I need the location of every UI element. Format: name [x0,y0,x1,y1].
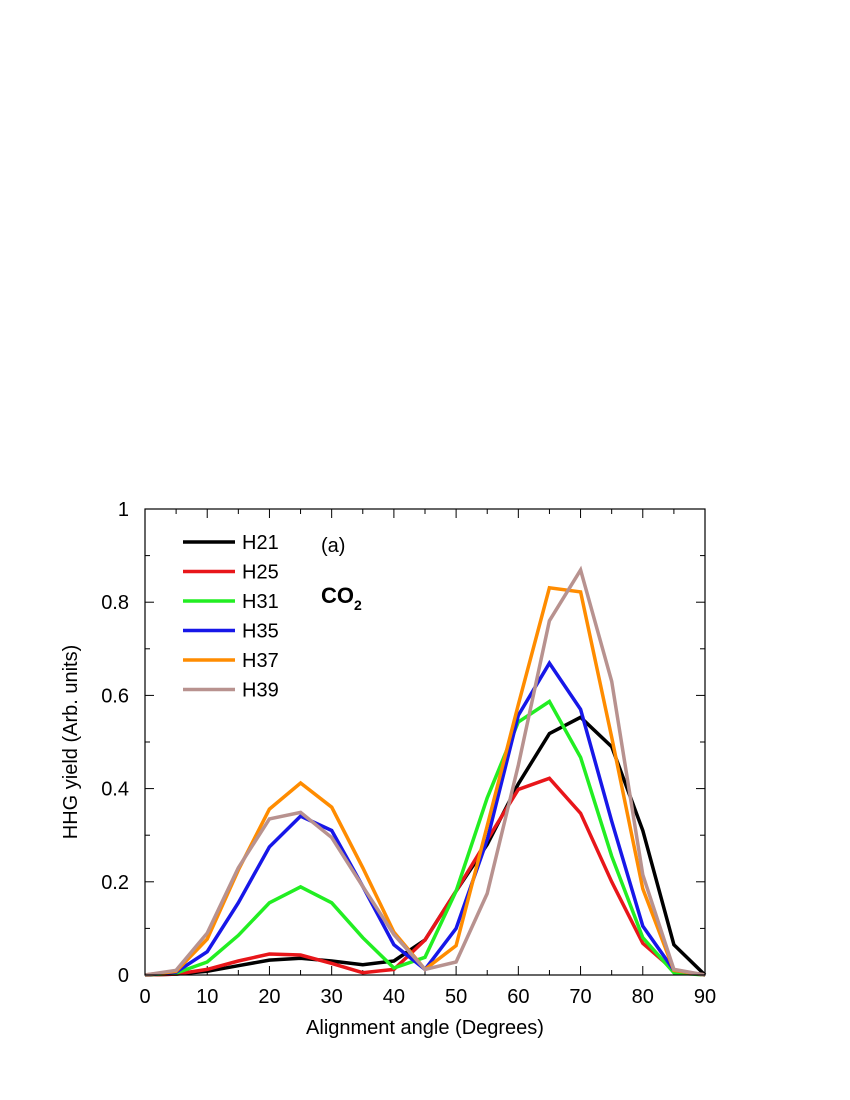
x-tick-label: 60 [507,986,529,1008]
series-line-h25 [144,776,706,977]
legend-item-h37: H37 [183,650,279,672]
x-tick-label: 30 [321,986,343,1008]
legend-label: H25 [242,562,279,584]
series-line-h35 [144,659,706,977]
y-tick-label: 0.8 [101,592,129,614]
x-axis-label: Alignment angle (Degrees) [306,1017,544,1039]
legend-label: H39 [242,680,279,702]
legend-label: H37 [242,650,279,672]
legend: H21 H25 H31 H35 H37 H39 [183,532,279,702]
y-tick-label: 0.6 [101,685,129,707]
x-tick-label: 80 [632,986,654,1008]
x-tick-label: 90 [694,986,716,1008]
series-line-h21 [144,715,707,977]
legend-label: H31 [242,591,279,613]
series-lines [144,565,707,977]
legend-item-h21: H21 [183,532,279,554]
x-tick-label: 70 [569,986,591,1008]
legend-item-h25: H25 [183,562,279,584]
x-tick-label: 0 [139,986,150,1008]
y-tick-label: 0 [118,965,129,987]
y-axis-label: HHG yield (Arb. units) [60,645,82,840]
legend-item-h35: H35 [183,621,279,643]
legend-label: H35 [242,621,279,643]
x-tick-label: 10 [196,986,218,1008]
x-tick-label: 50 [445,986,467,1008]
x-tick-label: 40 [383,986,405,1008]
series-line-h39 [144,565,706,977]
x-tick-labels: 0 10 20 30 40 50 60 70 80 90 [139,986,716,1008]
panel-label: (a) [321,535,345,557]
x-tick-label: 20 [258,986,280,1008]
y-tick-labels: 0 0.2 0.4 0.6 0.8 1 [101,499,129,987]
legend-item-h39: H39 [183,680,279,702]
y-tick-label: 0.2 [101,872,129,894]
molecule-label: CO2 [321,583,362,613]
series-line-h31 [144,699,706,977]
y-tick-label: 0.4 [101,779,129,801]
legend-label: H21 [242,532,279,554]
molecule-subscript: 2 [354,597,362,613]
y-tick-label: 1 [118,499,129,521]
legend-item-h31: H31 [183,591,279,613]
molecule-name: CO [321,583,354,608]
plot-frame [144,508,706,976]
